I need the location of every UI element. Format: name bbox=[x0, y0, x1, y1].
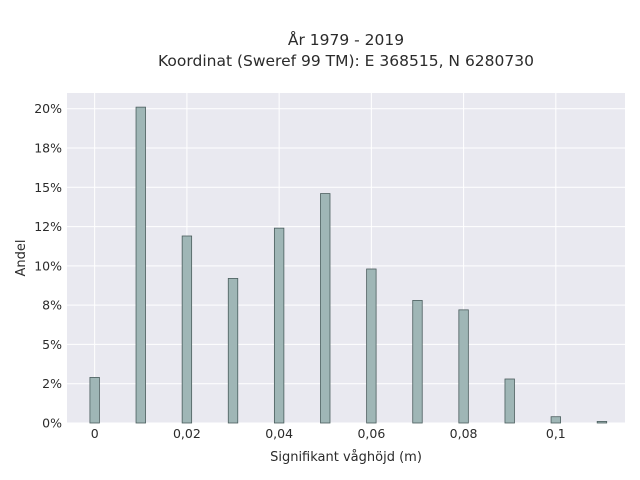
y-axis-label: Andel bbox=[14, 240, 29, 277]
y-axis-ticks: 0% 2% 5% 8% 10% 12% 15% 18% 20% bbox=[34, 101, 62, 430]
bar bbox=[181, 235, 193, 424]
x-tick-label: 0 bbox=[91, 426, 99, 441]
bar bbox=[89, 377, 100, 424]
bar bbox=[135, 106, 146, 424]
y-tick-label: 8% bbox=[42, 298, 62, 313]
bar bbox=[596, 421, 608, 424]
y-tick-label: 0% bbox=[42, 416, 62, 431]
bar bbox=[320, 193, 331, 424]
bar bbox=[273, 227, 285, 424]
y-tick-label: 5% bbox=[42, 337, 62, 352]
plot-area bbox=[67, 93, 625, 423]
bar bbox=[366, 268, 377, 424]
x-tick-label: 0,04 bbox=[265, 426, 293, 441]
bar bbox=[458, 309, 469, 424]
x-tick-label: 0,08 bbox=[450, 426, 478, 441]
x-axis-ticks: 0 0,02 0,04 0,06 0,08 0,1 bbox=[91, 426, 566, 441]
y-tick-label: 12% bbox=[34, 219, 62, 234]
y-tick-label: 15% bbox=[34, 180, 62, 195]
bar bbox=[550, 416, 561, 424]
y-tick-label: 10% bbox=[34, 258, 62, 273]
chart-title-line2: Koordinat (Sweref 99 TM): E 368515, N 62… bbox=[158, 52, 534, 70]
x-tick-label: 0,06 bbox=[357, 426, 385, 441]
x-tick-label: 0,02 bbox=[173, 426, 201, 441]
x-tick-label: 0,1 bbox=[546, 426, 566, 441]
x-axis-label: Signifikant våghöjd (m) bbox=[270, 450, 422, 465]
y-tick-label: 18% bbox=[34, 141, 62, 156]
chart-title-line1: År 1979 - 2019 bbox=[288, 30, 404, 49]
bar bbox=[412, 300, 423, 424]
y-tick-label: 2% bbox=[42, 376, 62, 391]
bar bbox=[504, 378, 515, 424]
bar bbox=[227, 278, 239, 424]
bars bbox=[89, 106, 608, 424]
y-tick-label: 20% bbox=[34, 101, 62, 116]
